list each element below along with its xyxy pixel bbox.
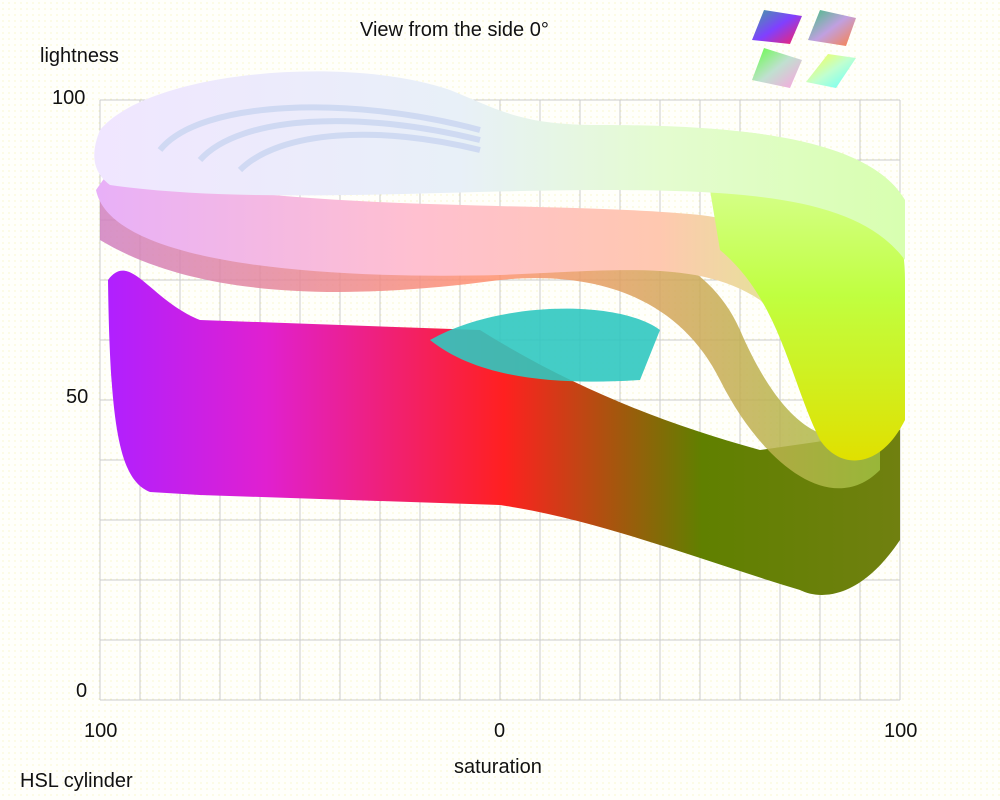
y-tick-label: 0 <box>76 680 88 702</box>
view-top-icon[interactable] <box>752 48 802 88</box>
x-tick-label: 100 <box>84 720 118 742</box>
view-side-90-icon[interactable] <box>808 10 856 46</box>
view-side-0-icon[interactable] <box>752 10 802 44</box>
surface-top-rings <box>157 104 481 173</box>
caption: HSL cylinder <box>20 770 133 792</box>
x-tick-label: 100 <box>884 720 918 742</box>
surface-cyan-inner <box>430 308 660 382</box>
y-tick-label: 100 <box>52 87 86 109</box>
x-tick-label: 0 <box>494 720 506 742</box>
surface-top-band <box>94 71 906 260</box>
chart-title: View from the side 0° <box>360 19 549 41</box>
surface-pink-band <box>96 170 900 440</box>
surface-lower-band <box>108 270 900 595</box>
y-axis-label: lightness <box>40 45 119 67</box>
view-icons <box>752 10 856 88</box>
y-tick-label: 50 <box>66 386 89 408</box>
surface <box>94 71 906 595</box>
view-bottom-icon[interactable] <box>806 54 856 88</box>
x-axis-label: saturation <box>454 756 542 778</box>
